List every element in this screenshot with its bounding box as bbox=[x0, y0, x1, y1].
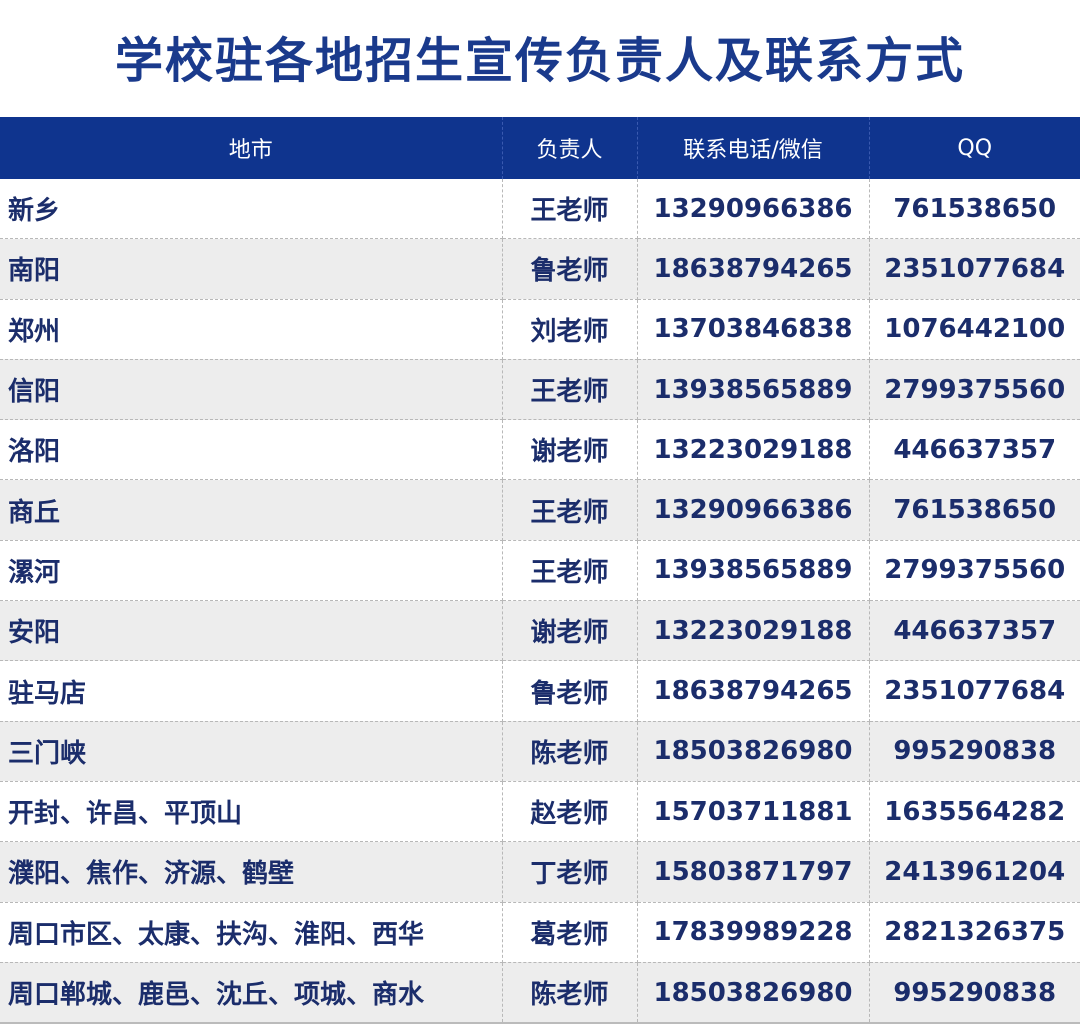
qq-cell: 1076442100 bbox=[869, 299, 1080, 360]
header-contact-person: 负责人 bbox=[502, 117, 638, 179]
phone-cell: 15703711881 bbox=[637, 781, 870, 843]
table-row: 郑州 刘老师 13703846838 1076442100 bbox=[0, 299, 1080, 360]
phone-cell: 13290966386 bbox=[637, 479, 870, 541]
phone-cell: 13938565889 bbox=[637, 540, 870, 602]
contact-person-cell: 谢老师 bbox=[502, 600, 638, 662]
city-cell: 郑州 bbox=[0, 299, 503, 360]
city-cell: 周口郸城、鹿邑、沈丘、项城、商水 bbox=[0, 962, 503, 1025]
contact-person-cell: 王老师 bbox=[502, 359, 638, 421]
table-row: 新乡 王老师 13290966386 761538650 bbox=[0, 179, 1080, 240]
city-cell: 新乡 bbox=[0, 179, 503, 240]
contact-person-cell: 陈老师 bbox=[502, 962, 638, 1025]
qq-cell: 2351077684 bbox=[869, 238, 1080, 300]
phone-cell: 17839989228 bbox=[637, 902, 870, 963]
city-cell: 开封、许昌、平顶山 bbox=[0, 781, 503, 843]
table-header-row: 地市 负责人 联系电话/微信 QQ bbox=[0, 117, 1080, 179]
table-row: 周口市区、太康、扶沟、淮阳、西华 葛老师 17839989228 2821326375 bbox=[0, 902, 1080, 963]
qq-cell: 995290838 bbox=[869, 721, 1080, 782]
phone-cell: 18638794265 bbox=[637, 238, 870, 300]
table-row: 洛阳 谢老师 13223029188 446637357 bbox=[0, 419, 1080, 481]
city-cell: 三门峡 bbox=[0, 721, 503, 782]
contact-person-cell: 王老师 bbox=[502, 540, 638, 602]
phone-cell: 13290966386 bbox=[637, 179, 870, 240]
table-row: 开封、许昌、平顶山 赵老师 15703711881 1635564282 bbox=[0, 781, 1080, 843]
contact-person-cell: 刘老师 bbox=[502, 299, 638, 360]
contact-person-cell: 葛老师 bbox=[502, 902, 638, 963]
contact-person-cell: 鲁老师 bbox=[502, 660, 638, 722]
qq-cell: 2413961204 bbox=[869, 841, 1080, 903]
city-cell: 商丘 bbox=[0, 479, 503, 541]
table-row: 信阳 王老师 13938565889 2799375560 bbox=[0, 359, 1080, 421]
phone-cell: 18503826980 bbox=[637, 962, 870, 1025]
table-row: 周口郸城、鹿邑、沈丘、项城、商水 陈老师 18503826980 995290838 bbox=[0, 962, 1080, 1025]
contact-person-cell: 陈老师 bbox=[502, 721, 638, 782]
qq-cell: 2799375560 bbox=[869, 359, 1080, 421]
table-row: 南阳 鲁老师 18638794265 2351077684 bbox=[0, 238, 1080, 300]
table-row: 商丘 王老师 13290966386 761538650 bbox=[0, 479, 1080, 541]
phone-cell: 18638794265 bbox=[637, 660, 870, 722]
table-row: 安阳 谢老师 13223029188 446637357 bbox=[0, 600, 1080, 662]
phone-cell: 13938565889 bbox=[637, 359, 870, 421]
city-cell: 南阳 bbox=[0, 238, 503, 300]
city-cell: 驻马店 bbox=[0, 660, 503, 722]
header-qq: QQ bbox=[869, 117, 1080, 179]
phone-cell: 13223029188 bbox=[637, 600, 870, 662]
city-cell: 安阳 bbox=[0, 600, 503, 662]
qq-cell: 761538650 bbox=[869, 179, 1080, 240]
qq-cell: 446637357 bbox=[869, 600, 1080, 662]
city-cell: 濮阳、焦作、济源、鹤壁 bbox=[0, 841, 503, 903]
qq-cell: 446637357 bbox=[869, 419, 1080, 481]
contact-person-cell: 王老师 bbox=[502, 479, 638, 541]
table-row: 漯河 王老师 13938565889 2799375560 bbox=[0, 540, 1080, 602]
contact-person-cell: 丁老师 bbox=[502, 841, 638, 903]
table-row: 濮阳、焦作、济源、鹤壁 丁老师 15803871797 2413961204 bbox=[0, 841, 1080, 903]
contact-person-cell: 谢老师 bbox=[502, 419, 638, 481]
phone-cell: 13703846838 bbox=[637, 299, 870, 360]
page-title: 学校驻各地招生宣传负责人及联系方式 bbox=[114, 32, 965, 89]
table-row: 三门峡 陈老师 18503826980 995290838 bbox=[0, 721, 1080, 782]
city-cell: 信阳 bbox=[0, 359, 503, 421]
header-city: 地市 bbox=[0, 117, 503, 179]
contact-person-cell: 王老师 bbox=[502, 179, 638, 240]
city-cell: 洛阳 bbox=[0, 419, 503, 481]
qq-cell: 761538650 bbox=[869, 479, 1080, 541]
table-row: 驻马店 鲁老师 18638794265 2351077684 bbox=[0, 660, 1080, 722]
city-cell: 漯河 bbox=[0, 540, 503, 602]
contact-person-cell: 赵老师 bbox=[502, 781, 638, 843]
header-phone-wechat: 联系电话/微信 bbox=[637, 117, 870, 179]
qq-cell: 2351077684 bbox=[869, 660, 1080, 722]
phone-cell: 13223029188 bbox=[637, 419, 870, 481]
phone-cell: 18503826980 bbox=[637, 721, 870, 782]
qq-cell: 995290838 bbox=[869, 962, 1080, 1025]
contact-table: 地市 负责人 联系电话/微信 QQ 新乡 王老师 13290966386 761538… bbox=[0, 117, 1080, 1025]
qq-cell: 1635564282 bbox=[869, 781, 1080, 843]
qq-cell: 2799375560 bbox=[869, 540, 1080, 602]
phone-cell: 15803871797 bbox=[637, 841, 870, 903]
city-cell: 周口市区、太康、扶沟、淮阳、西华 bbox=[0, 902, 503, 963]
qq-cell: 2821326375 bbox=[869, 902, 1080, 963]
contact-person-cell: 鲁老师 bbox=[502, 238, 638, 300]
